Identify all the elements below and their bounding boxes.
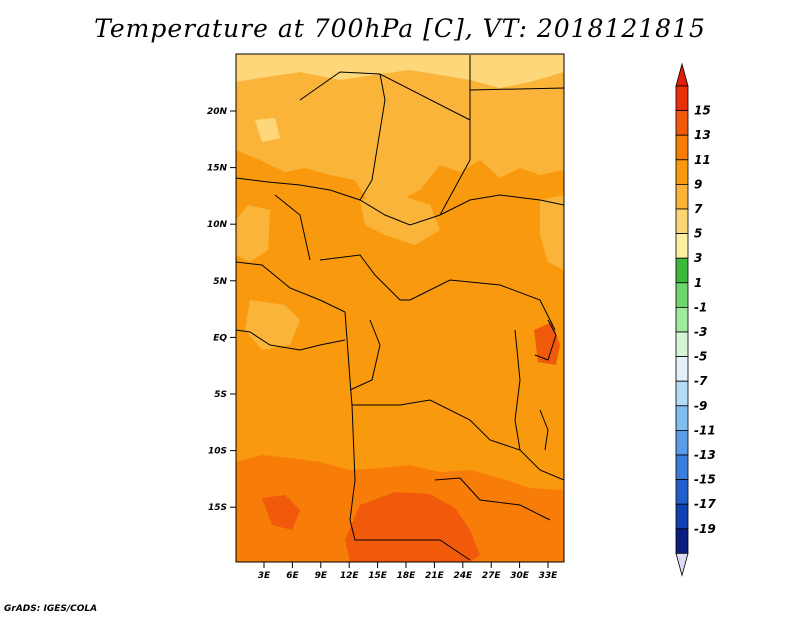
colorbar-swatch xyxy=(675,85,689,112)
lon-label: 24E xyxy=(453,571,473,581)
colorbar-label: -9 xyxy=(694,399,707,413)
band-7-9-north xyxy=(236,54,564,215)
colorbar-bottom-arrow xyxy=(675,553,689,577)
lon-label: 15E xyxy=(368,571,388,581)
band-5-7-patch xyxy=(255,118,280,142)
colorbar-swatch xyxy=(675,356,689,382)
band-5-7-north xyxy=(236,54,564,88)
lon-label: 27E xyxy=(482,571,502,581)
lat-label: EQ xyxy=(213,333,227,343)
colorbar-label: -15 xyxy=(694,473,716,487)
colorbar-label: -13 xyxy=(694,448,716,462)
colorbar-swatch xyxy=(675,110,689,136)
lat-label: 10N xyxy=(207,220,228,230)
lat-label: 5N xyxy=(213,277,227,287)
colorbar-swatch xyxy=(675,233,689,259)
colorbar-swatch xyxy=(675,454,689,481)
lat-label: 5S xyxy=(214,390,227,400)
map-title: Temperature at 700hPa [C], VT: 201812181… xyxy=(94,14,706,43)
lon-label: 3E xyxy=(258,571,271,581)
colorbar-label: 15 xyxy=(694,104,711,118)
band-7-9-patch-2 xyxy=(540,195,564,270)
colorbar-label: -1 xyxy=(694,300,707,314)
colorbar-label: 3 xyxy=(694,251,702,265)
temperature-field xyxy=(236,54,564,562)
band-7-9-patch-1 xyxy=(360,195,440,245)
lon-label: 21E xyxy=(425,571,445,581)
band-7-9-patch-4 xyxy=(236,205,270,262)
colorbar-label: -19 xyxy=(694,522,716,536)
colorbar-label: 11 xyxy=(694,153,711,167)
colorbar-swatch xyxy=(675,282,689,308)
country-borders xyxy=(236,55,564,561)
colorbar-label: -11 xyxy=(694,423,716,437)
colorbar-label: 5 xyxy=(694,227,702,241)
map-frame xyxy=(235,53,565,563)
colorbar-swatch xyxy=(675,208,689,235)
grads-credit: GrADS: IGES/COLA xyxy=(4,604,98,614)
colorbar-label: 13 xyxy=(694,128,711,142)
colorbar-label: 1 xyxy=(694,276,702,290)
colorbar-swatch xyxy=(675,183,689,210)
lon-label: 12E xyxy=(340,571,360,581)
colorbar-swatch xyxy=(675,405,689,431)
colorbar-swatch xyxy=(675,503,689,530)
colorbar-swatch xyxy=(675,331,689,358)
colorbar-label: -17 xyxy=(694,497,716,511)
longitude-axis: 3E 6E 9E 12E 15E 18E 21E 24E 27E 30E 33E xyxy=(258,562,558,581)
lon-label: 6E xyxy=(286,571,299,581)
colorbar-swatch xyxy=(675,159,689,185)
lon-label: 33E xyxy=(539,571,559,581)
colorbar-swatch xyxy=(675,479,689,505)
colorbar-label: 7 xyxy=(694,202,703,216)
lat-label: 15S xyxy=(208,503,227,513)
band-13-15-patch-east xyxy=(534,322,560,365)
colorbar-swatch xyxy=(675,134,689,161)
lat-label: 10S xyxy=(208,447,227,457)
band-13-15-patch-west xyxy=(262,495,300,530)
lat-label: 15N xyxy=(207,164,228,174)
colorbar-label: 9 xyxy=(694,177,702,191)
colorbar-swatch xyxy=(675,257,689,284)
lon-label: 30E xyxy=(510,571,530,581)
colorbar-swatch xyxy=(675,306,689,333)
lat-label: 20N xyxy=(207,107,228,117)
colorbar-label: -3 xyxy=(694,325,707,339)
lon-label: 9E xyxy=(315,571,328,581)
lon-label: 18E xyxy=(397,571,417,581)
colorbar-swatch xyxy=(675,528,689,554)
colorbar-top-arrow xyxy=(675,62,689,87)
colorbar-label: -5 xyxy=(694,350,707,364)
colorbar-swatch xyxy=(675,429,689,456)
colorbar: 15 13 11 9 7 5 3 1 -1 -3 -5 -7 -9 -11 -13 -15 -17 -19 xyxy=(675,62,716,577)
colorbar-label: -7 xyxy=(694,374,708,388)
colorbar-swatch xyxy=(675,380,689,407)
latitude-axis: 20N 15N 10N 5N EQ 5S 10S 15S xyxy=(207,107,236,513)
